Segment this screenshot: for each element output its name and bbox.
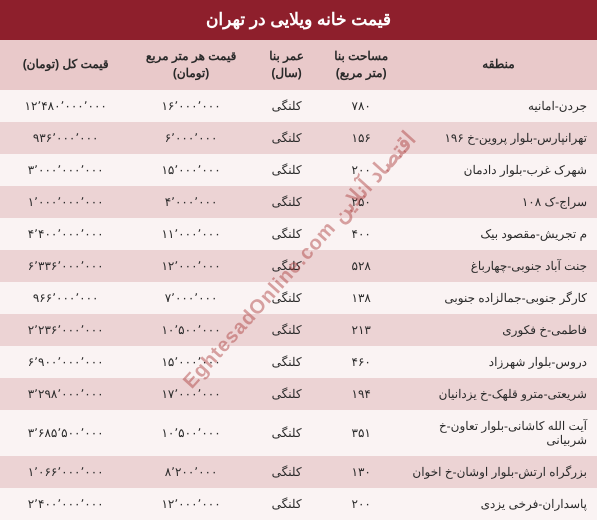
cell-total_price: ۶٬۳۳۶٬۰۰۰٬۰۰۰: [0, 250, 131, 282]
cell-age: کلنگی: [251, 346, 323, 378]
col-header-age: عمر بنا (سال): [251, 40, 323, 90]
table-row: جردن-امانیه۷۸۰کلنگی۱۶٬۰۰۰٬۰۰۰۱۲٬۴۸۰٬۰۰۰٬…: [0, 90, 597, 122]
col-sublabel: (سال): [271, 66, 301, 80]
cell-age: کلنگی: [251, 378, 323, 410]
table-row: بزرگراه ارتش-بلوار اوشان-خ اخوان۱۳۰کلنگی…: [0, 456, 597, 488]
cell-total_price: ۴٬۴۰۰٬۰۰۰٬۰۰۰: [0, 218, 131, 250]
cell-region: آیت الله کاشانی-بلوار تعاون-خ شربیانی: [400, 410, 597, 456]
cell-price_per_m: ۱۷٬۰۰۰٬۰۰۰: [131, 378, 250, 410]
cell-area: ۴۶۰: [322, 346, 400, 378]
price-table: منطقه مساحت بنا (متر مربع) عمر بنا (سال)…: [0, 40, 597, 520]
cell-age: کلنگی: [251, 90, 323, 122]
table-row: پاسداران-فرخی یزدی۲۰۰کلنگی۱۲٬۰۰۰٬۰۰۰۲٬۴۰…: [0, 488, 597, 520]
cell-price_per_m: ۱۰٬۵۰۰٬۰۰۰: [131, 410, 250, 456]
cell-total_price: ۱۲٬۴۸۰٬۰۰۰٬۰۰۰: [0, 90, 131, 122]
cell-region: جردن-امانیه: [400, 90, 597, 122]
cell-area: ۲۰۰: [322, 154, 400, 186]
cell-region: شریعتی-مترو قلهک-خ یزدانیان: [400, 378, 597, 410]
cell-region: جنت آباد جنوبی-چهارباغ: [400, 250, 597, 282]
cell-total_price: ۲٬۲۳۶٬۰۰۰٬۰۰۰: [0, 314, 131, 346]
cell-price_per_m: ۱۶٬۰۰۰٬۰۰۰: [131, 90, 250, 122]
table-row: فاطمی-خ فکوری۲۱۳کلنگی۱۰٬۵۰۰٬۰۰۰۲٬۲۳۶٬۰۰۰…: [0, 314, 597, 346]
cell-area: ۱۳۸: [322, 282, 400, 314]
header-row: منطقه مساحت بنا (متر مربع) عمر بنا (سال)…: [0, 40, 597, 90]
table-row: شهرک غرب-بلوار دادمان۲۰۰کلنگی۱۵٬۰۰۰٬۰۰۰۳…: [0, 154, 597, 186]
cell-total_price: ۹۶۶٬۰۰۰٬۰۰۰: [0, 282, 131, 314]
cell-area: ۳۵۱: [322, 410, 400, 456]
cell-region: فاطمی-خ فکوری: [400, 314, 597, 346]
cell-price_per_m: ۶٬۰۰۰٬۰۰۰: [131, 122, 250, 154]
cell-region: کارگر جنوبی-جمالزاده جنوبی: [400, 282, 597, 314]
cell-area: ۲۵۰: [322, 186, 400, 218]
cell-region: تهرانپارس-بلوار پروین-خ ۱۹۶: [400, 122, 597, 154]
cell-price_per_m: ۱۰٬۵۰۰٬۰۰۰: [131, 314, 250, 346]
col-label: قیمت هر متر مربع: [146, 49, 236, 63]
cell-price_per_m: ۴٬۰۰۰٬۰۰۰: [131, 186, 250, 218]
cell-total_price: ۳٬۶۸۵٬۵۰۰٬۰۰۰: [0, 410, 131, 456]
col-label: مساحت بنا: [334, 49, 388, 63]
cell-area: ۱۹۴: [322, 378, 400, 410]
col-header-area: مساحت بنا (متر مربع): [322, 40, 400, 90]
cell-price_per_m: ۱۲٬۰۰۰٬۰۰۰: [131, 488, 250, 520]
cell-price_per_m: ۸٬۲۰۰٬۰۰۰: [131, 456, 250, 488]
price-table-container: قیمت خانه ویلایی در تهران منطقه مساحت بن…: [0, 0, 597, 520]
cell-age: کلنگی: [251, 410, 323, 456]
cell-region: بزرگراه ارتش-بلوار اوشان-خ اخوان: [400, 456, 597, 488]
col-label: عمر بنا: [269, 49, 304, 63]
col-sublabel: (متر مربع): [336, 66, 387, 80]
table-row: سراج-ک ۱۰۸۲۵۰کلنگی۴٬۰۰۰٬۰۰۰۱٬۰۰۰٬۰۰۰٬۰۰۰: [0, 186, 597, 218]
col-header-total: قیمت کل (تومان): [0, 40, 131, 90]
cell-age: کلنگی: [251, 154, 323, 186]
table-title: قیمت خانه ویلایی در تهران: [0, 0, 597, 40]
cell-age: کلنگی: [251, 282, 323, 314]
cell-age: کلنگی: [251, 218, 323, 250]
cell-area: ۴۰۰: [322, 218, 400, 250]
cell-area: ۲۰۰: [322, 488, 400, 520]
table-row: شریعتی-مترو قلهک-خ یزدانیان۱۹۴کلنگی۱۷٬۰۰…: [0, 378, 597, 410]
cell-price_per_m: ۱۱٬۰۰۰٬۰۰۰: [131, 218, 250, 250]
cell-price_per_m: ۱۲٬۰۰۰٬۰۰۰: [131, 250, 250, 282]
cell-total_price: ۱٬۰۰۰٬۰۰۰٬۰۰۰: [0, 186, 131, 218]
cell-age: کلنگی: [251, 250, 323, 282]
col-sublabel: (تومان): [173, 66, 209, 80]
col-header-region: منطقه: [400, 40, 597, 90]
table-row: م تجریش-مقصود بیک۴۰۰کلنگی۱۱٬۰۰۰٬۰۰۰۴٬۴۰۰…: [0, 218, 597, 250]
cell-price_per_m: ۷٬۰۰۰٬۰۰۰: [131, 282, 250, 314]
cell-total_price: ۶٬۹۰۰٬۰۰۰٬۰۰۰: [0, 346, 131, 378]
cell-total_price: ۳٬۲۹۸٬۰۰۰٬۰۰۰: [0, 378, 131, 410]
cell-region: دروس-بلوار شهرزاد: [400, 346, 597, 378]
cell-age: کلنگی: [251, 186, 323, 218]
table-row: تهرانپارس-بلوار پروین-خ ۱۹۶۱۵۶کلنگی۶٬۰۰۰…: [0, 122, 597, 154]
cell-age: کلنگی: [251, 122, 323, 154]
cell-total_price: ۳٬۰۰۰٬۰۰۰٬۰۰۰: [0, 154, 131, 186]
table-row: کارگر جنوبی-جمالزاده جنوبی۱۳۸کلنگی۷٬۰۰۰٬…: [0, 282, 597, 314]
cell-age: کلنگی: [251, 488, 323, 520]
cell-total_price: ۱٬۰۶۶٬۰۰۰٬۰۰۰: [0, 456, 131, 488]
col-label: قیمت کل (تومان): [23, 57, 109, 71]
cell-age: کلنگی: [251, 456, 323, 488]
cell-area: ۵۲۸: [322, 250, 400, 282]
cell-region: شهرک غرب-بلوار دادمان: [400, 154, 597, 186]
cell-area: ۱۵۶: [322, 122, 400, 154]
table-row: دروس-بلوار شهرزاد۴۶۰کلنگی۱۵٬۰۰۰٬۰۰۰۶٬۹۰۰…: [0, 346, 597, 378]
cell-area: ۷۸۰: [322, 90, 400, 122]
cell-region: سراج-ک ۱۰۸: [400, 186, 597, 218]
table-row: آیت الله کاشانی-بلوار تعاون-خ شربیانی۳۵۱…: [0, 410, 597, 456]
cell-price_per_m: ۱۵٬۰۰۰٬۰۰۰: [131, 154, 250, 186]
table-row: جنت آباد جنوبی-چهارباغ۵۲۸کلنگی۱۲٬۰۰۰٬۰۰۰…: [0, 250, 597, 282]
cell-price_per_m: ۱۵٬۰۰۰٬۰۰۰: [131, 346, 250, 378]
col-header-ppm: قیمت هر متر مربع (تومان): [131, 40, 250, 90]
table-body: جردن-امانیه۷۸۰کلنگی۱۶٬۰۰۰٬۰۰۰۱۲٬۴۸۰٬۰۰۰٬…: [0, 90, 597, 520]
cell-region: م تجریش-مقصود بیک: [400, 218, 597, 250]
cell-total_price: ۲٬۴۰۰٬۰۰۰٬۰۰۰: [0, 488, 131, 520]
cell-area: ۱۳۰: [322, 456, 400, 488]
cell-total_price: ۹۳۶٬۰۰۰٬۰۰۰: [0, 122, 131, 154]
cell-area: ۲۱۳: [322, 314, 400, 346]
col-label: منطقه: [482, 57, 514, 71]
cell-age: کلنگی: [251, 314, 323, 346]
cell-region: پاسداران-فرخی یزدی: [400, 488, 597, 520]
